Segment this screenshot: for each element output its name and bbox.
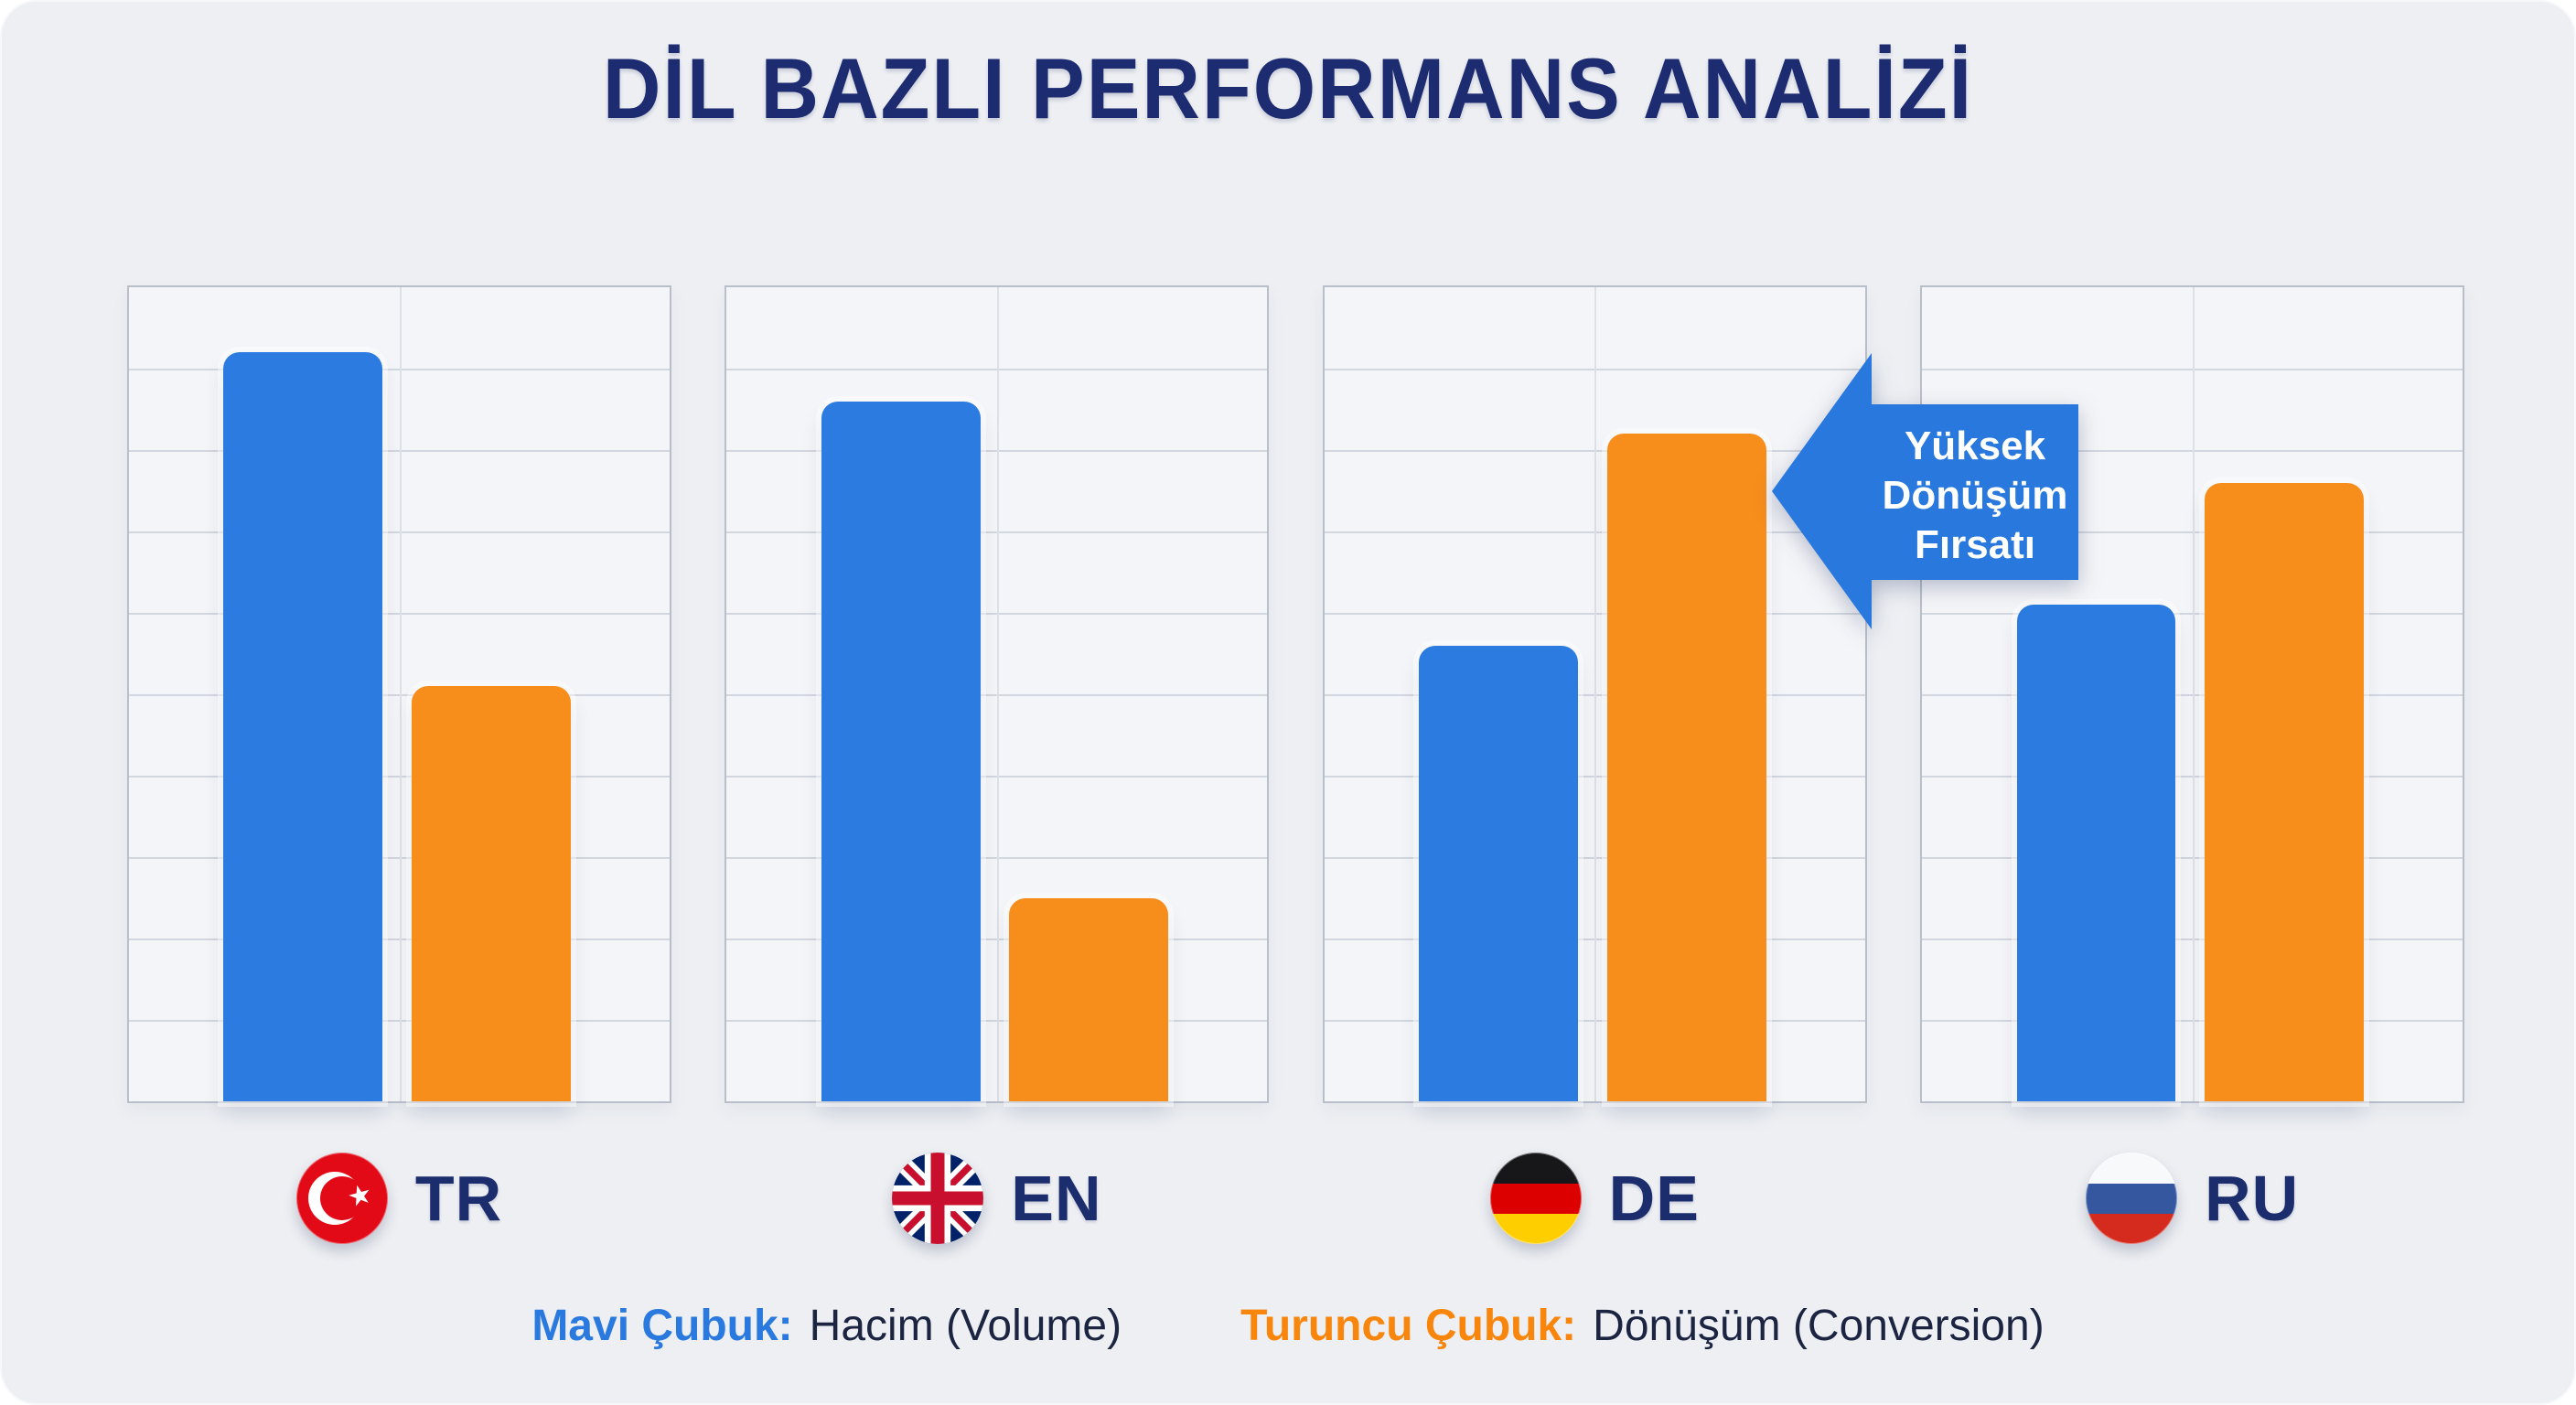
legend-volume-value: Hacim (Volume): [809, 1302, 1122, 1350]
chart-legend: Mavi Çubuk: Hacim (Volume) Turuncu Çubuk…: [0, 1301, 2576, 1351]
category-label-ru: RU: [1920, 1139, 2464, 1258]
united-kingdom-flag-icon: [892, 1153, 984, 1244]
legend-conversion-key: Turuncu Çubuk:: [1240, 1302, 1577, 1350]
gridline-vertical: [996, 287, 999, 1101]
legend-conversion: Turuncu Çubuk: Dönüşüm (Conversion): [1240, 1301, 2045, 1351]
language-code-text: EN: [1011, 1163, 1102, 1234]
bar-en-volume: [821, 401, 981, 1101]
germany-flag-icon: [1489, 1153, 1582, 1244]
union-jack-graphic: [892, 1153, 984, 1244]
chart-panel-tr: [127, 285, 671, 1103]
bar-ru-volume: [2016, 605, 2176, 1101]
turkey-flag-icon: ★: [295, 1153, 388, 1244]
legend-volume-key: Mavi Çubuk:: [531, 1302, 793, 1350]
crescent-cut: [319, 1176, 364, 1220]
language-code-text: DE: [1608, 1163, 1700, 1234]
chart-panel-en: [724, 285, 1270, 1103]
bar-de-volume: [1419, 645, 1578, 1101]
bar-de-conversion: [1606, 434, 1766, 1101]
legend-volume: Mavi Çubuk: Hacim (Volume): [531, 1301, 1122, 1351]
chart-panel-ru: [1920, 285, 2465, 1103]
bar-tr-conversion: [412, 686, 571, 1101]
page-title: DİL BAZLI PERFORMANS ANALİZİ: [602, 40, 1974, 136]
category-label-tr: ★ TR: [127, 1139, 671, 1258]
gridline-vertical: [2192, 287, 2195, 1101]
gridline-vertical: [1594, 287, 1597, 1101]
language-code-text: RU: [2205, 1163, 2300, 1234]
category-label-de: DE: [1323, 1139, 1867, 1258]
legend-conversion-value: Dönüşüm (Conversion): [1593, 1302, 2045, 1350]
language-code-text: TR: [414, 1163, 503, 1234]
chart-panel-de: [1322, 285, 1867, 1103]
gridline-vertical: [399, 287, 402, 1101]
category-label-en: EN: [724, 1139, 1269, 1258]
bar-en-conversion: [1009, 897, 1169, 1101]
russia-flag-icon: [2086, 1153, 2178, 1244]
bar-tr-volume: [223, 352, 383, 1101]
bar-ru-conversion: [2205, 482, 2365, 1101]
